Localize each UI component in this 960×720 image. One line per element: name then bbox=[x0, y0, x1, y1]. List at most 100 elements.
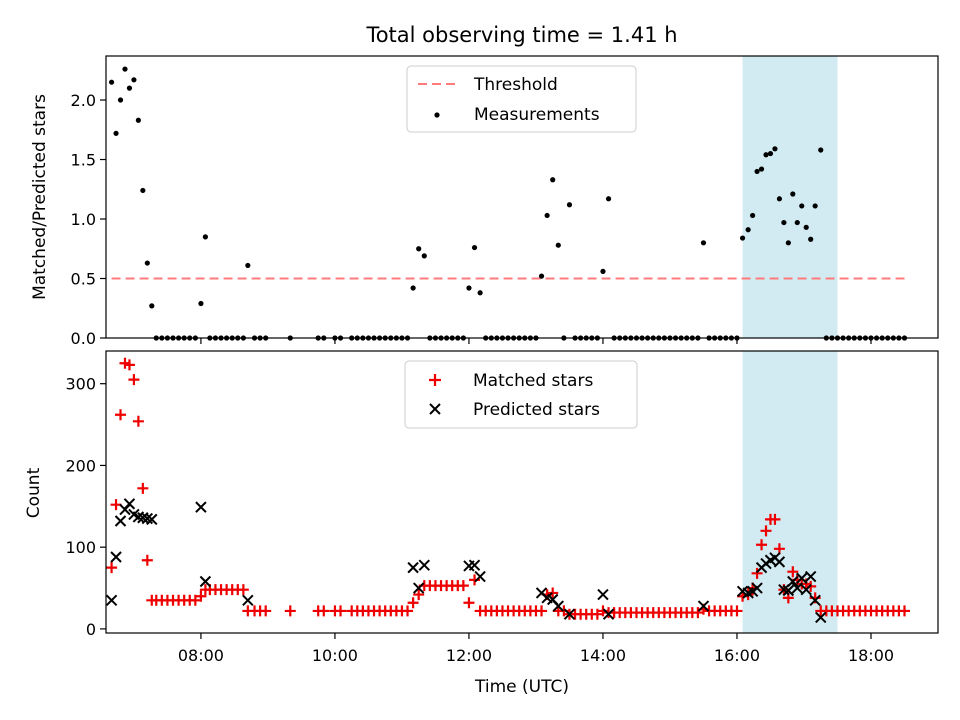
measurement-point bbox=[776, 196, 783, 202]
matched-point bbox=[318, 605, 330, 617]
predicted-point bbox=[751, 582, 763, 594]
predicted-point bbox=[787, 575, 799, 588]
y-tick-label: 200 bbox=[65, 456, 96, 475]
matched-point bbox=[123, 359, 135, 371]
predicted-point bbox=[563, 608, 576, 620]
x-tick-label: 16:00 bbox=[714, 646, 760, 665]
predicted-point bbox=[697, 600, 710, 612]
predicted-point bbox=[815, 611, 827, 624]
legend-matched-label: Matched stars bbox=[473, 371, 593, 391]
legend-predicted-label: Predicted stars bbox=[473, 400, 600, 420]
predicted-point bbox=[199, 575, 212, 588]
predicted-point bbox=[105, 594, 118, 607]
y-tick-label: 300 bbox=[65, 375, 96, 394]
matched-point bbox=[237, 584, 249, 596]
legend-predicted-swatch bbox=[429, 403, 441, 415]
y-tick-label: 0.5 bbox=[71, 270, 96, 289]
measurement-point bbox=[605, 196, 612, 202]
counts-legend-box bbox=[404, 360, 638, 429]
predicted-point bbox=[809, 594, 821, 607]
predicted-point bbox=[773, 556, 786, 568]
measurement-point bbox=[466, 285, 472, 291]
measurement-point bbox=[767, 150, 774, 157]
measurement-point bbox=[135, 117, 141, 123]
matched-point bbox=[195, 590, 207, 602]
x-tick-label: 08:00 bbox=[178, 646, 224, 665]
counts-axes-frame bbox=[105, 350, 939, 634]
measurement-point bbox=[794, 219, 800, 226]
predicted-point bbox=[468, 559, 481, 571]
matched-point bbox=[284, 605, 296, 617]
measurement-point bbox=[566, 202, 573, 208]
measurement-point bbox=[477, 290, 483, 296]
matched-point bbox=[402, 605, 414, 617]
measurement-point bbox=[544, 212, 550, 219]
measurement-point bbox=[471, 244, 478, 251]
predicted-point bbox=[602, 608, 615, 620]
y-tick-label: 0.0 bbox=[71, 329, 96, 348]
matched-point bbox=[547, 587, 559, 599]
matched-point bbox=[536, 605, 548, 617]
legend-measurement-swatch bbox=[434, 112, 440, 118]
measurement-point bbox=[803, 224, 809, 230]
measurement-point bbox=[245, 262, 251, 269]
measurement-point bbox=[555, 242, 561, 248]
predicted-point bbox=[800, 583, 812, 596]
measurement-point bbox=[198, 300, 204, 307]
x-tick-label: 18:00 bbox=[848, 646, 894, 665]
measurement-point bbox=[410, 285, 416, 291]
matched-point bbox=[106, 562, 118, 574]
measurement-point bbox=[117, 97, 124, 103]
predicted-point bbox=[195, 501, 207, 513]
counts-x-label: Time (UTC) bbox=[474, 677, 569, 697]
matched-point bbox=[335, 605, 347, 617]
measurement-point bbox=[416, 246, 422, 252]
legend-measurement-label: Measurements bbox=[474, 105, 600, 125]
predicted-point bbox=[597, 588, 609, 601]
matched-point bbox=[898, 605, 910, 617]
measurement-point bbox=[113, 130, 119, 136]
measurement-point bbox=[763, 152, 769, 158]
matched-point bbox=[413, 589, 425, 601]
predicted-point bbox=[412, 582, 425, 594]
measurement-point bbox=[144, 260, 150, 266]
ratio-x-ticks bbox=[200, 338, 872, 344]
y-tick-label: 100 bbox=[65, 538, 96, 557]
counts-y-axis: 0 100 200 300 bbox=[65, 375, 106, 639]
measurement-point bbox=[131, 77, 137, 83]
matched-point bbox=[189, 594, 201, 606]
matched-point bbox=[407, 597, 419, 609]
counts-panel: 0 100 200 300 08:00 10:00 12:00 14:00 16:00 18:0… bbox=[24, 350, 939, 697]
predicted-point bbox=[796, 572, 808, 584]
counts-legend: Matched stars Predicted stars bbox=[404, 360, 638, 429]
measurement-point bbox=[772, 146, 778, 152]
ratio-axes-frame bbox=[105, 55, 939, 339]
matched-point bbox=[591, 608, 603, 620]
ratio-y-axis: 0.0 0.5 1.0 1.5 2.0 bbox=[71, 91, 106, 348]
measurement-point bbox=[750, 212, 756, 219]
x-tick-label: 12:00 bbox=[446, 646, 492, 665]
matched-point bbox=[128, 374, 140, 386]
measurement-point bbox=[785, 240, 791, 246]
y-tick-label: 0 bbox=[86, 620, 96, 639]
y-tick-label: 2.0 bbox=[71, 91, 96, 110]
ratio-panel: 0.00.51.01.52.0 Matched/Predicted stars … bbox=[30, 55, 939, 348]
predicted-point bbox=[110, 551, 122, 563]
ratio-legend-box bbox=[406, 65, 637, 133]
matched-point bbox=[141, 554, 153, 566]
predicted-point bbox=[791, 582, 803, 594]
measurement-point bbox=[754, 168, 760, 175]
ratio-legend: Threshold Measurements bbox=[406, 65, 637, 133]
measurement-point bbox=[812, 203, 818, 209]
matched-point bbox=[132, 415, 144, 427]
matched-point bbox=[260, 605, 272, 617]
measurement-point bbox=[600, 268, 606, 274]
figure-title: Total observing time = 1.41 h bbox=[365, 23, 677, 47]
legend-threshold-label: Threshold bbox=[473, 75, 558, 95]
measurement-point bbox=[140, 187, 146, 194]
matched-point bbox=[769, 513, 781, 525]
predicted-point bbox=[123, 498, 136, 510]
y-tick-label: 1.0 bbox=[71, 210, 96, 229]
x-tick-label: 14:00 bbox=[580, 646, 626, 665]
counts-marks bbox=[105, 357, 910, 624]
